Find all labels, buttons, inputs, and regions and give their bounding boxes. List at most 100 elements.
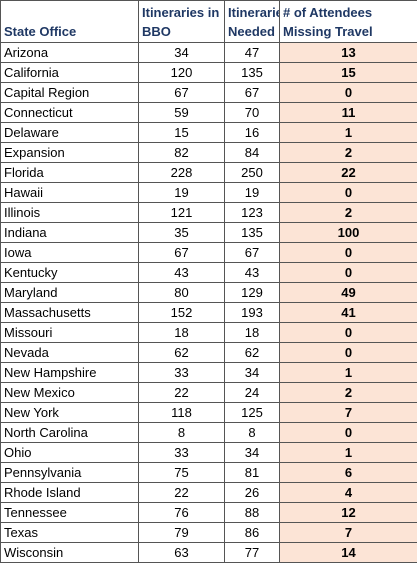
missing-cell: 2 [280, 143, 417, 163]
needed-cell: 26 [225, 483, 280, 503]
header-cell: Itineraries Needed [225, 1, 280, 43]
needed-cell: 250 [225, 163, 280, 183]
missing-cell: 2 [280, 203, 417, 223]
missing-cell: 22 [280, 163, 417, 183]
state-cell: New Mexico [1, 383, 139, 403]
bbo-cell: 79 [139, 523, 225, 543]
needed-cell: 43 [225, 263, 280, 283]
state-cell: New Hampshire [1, 363, 139, 383]
state-cell: Massachusetts [1, 303, 139, 323]
needed-cell: 70 [225, 103, 280, 123]
bbo-cell: 121 [139, 203, 225, 223]
bbo-cell: 80 [139, 283, 225, 303]
state-cell: Capital Region [1, 83, 139, 103]
needed-cell: 77 [225, 543, 280, 563]
state-cell: Nevada [1, 343, 139, 363]
state-cell: Missouri [1, 323, 139, 343]
missing-cell: 1 [280, 363, 417, 383]
bbo-cell: 43 [139, 263, 225, 283]
needed-cell: 18 [225, 323, 280, 343]
needed-cell: 81 [225, 463, 280, 483]
state-cell: Delaware [1, 123, 139, 143]
missing-cell: 0 [280, 183, 417, 203]
header-cell: # of Attendees Missing Travel [280, 1, 417, 43]
missing-cell: 15 [280, 63, 417, 83]
needed-cell: 34 [225, 363, 280, 383]
missing-cell: 41 [280, 303, 417, 323]
bbo-cell: 63 [139, 543, 225, 563]
state-cell: Iowa [1, 243, 139, 263]
state-cell: Expansion [1, 143, 139, 163]
needed-cell: 67 [225, 83, 280, 103]
needed-cell: 86 [225, 523, 280, 543]
state-cell: Illinois [1, 203, 139, 223]
bbo-cell: 8 [139, 423, 225, 443]
missing-cell: 100 [280, 223, 417, 243]
needed-cell: 193 [225, 303, 280, 323]
needed-cell: 62 [225, 343, 280, 363]
header-cell: Itineraries in BBO [139, 1, 225, 43]
state-cell: Maryland [1, 283, 139, 303]
needed-cell: 135 [225, 223, 280, 243]
header-cell: State Office [1, 1, 139, 43]
bbo-cell: 22 [139, 383, 225, 403]
needed-cell: 16 [225, 123, 280, 143]
missing-cell: 0 [280, 343, 417, 363]
missing-cell: 1 [280, 123, 417, 143]
needed-cell: 125 [225, 403, 280, 423]
bbo-cell: 22 [139, 483, 225, 503]
state-cell: Hawaii [1, 183, 139, 203]
missing-cell: 6 [280, 463, 417, 483]
bbo-cell: 35 [139, 223, 225, 243]
header-row: State Office Itineraries in BBO Itinerar… [1, 1, 417, 43]
bbo-cell: 118 [139, 403, 225, 423]
state-cell: Ohio [1, 443, 139, 463]
state-cell: Tennessee [1, 503, 139, 523]
missing-cell: 13 [280, 43, 417, 63]
state-cell: North Carolina [1, 423, 139, 443]
bbo-cell: 33 [139, 363, 225, 383]
needed-cell: 8 [225, 423, 280, 443]
state-cell: Arizona [1, 43, 139, 63]
needed-cell: 19 [225, 183, 280, 203]
state-cell: Kentucky [1, 263, 139, 283]
bbo-cell: 62 [139, 343, 225, 363]
bbo-cell: 59 [139, 103, 225, 123]
missing-cell: 2 [280, 383, 417, 403]
state-cell: Texas [1, 523, 139, 543]
needed-cell: 84 [225, 143, 280, 163]
missing-cell: 11 [280, 103, 417, 123]
state-cell: California [1, 63, 139, 83]
state-cell: Pennsylvania [1, 463, 139, 483]
missing-cell: 14 [280, 543, 417, 563]
bbo-cell: 75 [139, 463, 225, 483]
state-cell: Wisconsin [1, 543, 139, 563]
needed-cell: 129 [225, 283, 280, 303]
state-cell: Indiana [1, 223, 139, 243]
bbo-cell: 18 [139, 323, 225, 343]
missing-cell: 4 [280, 483, 417, 503]
missing-cell: 0 [280, 263, 417, 283]
